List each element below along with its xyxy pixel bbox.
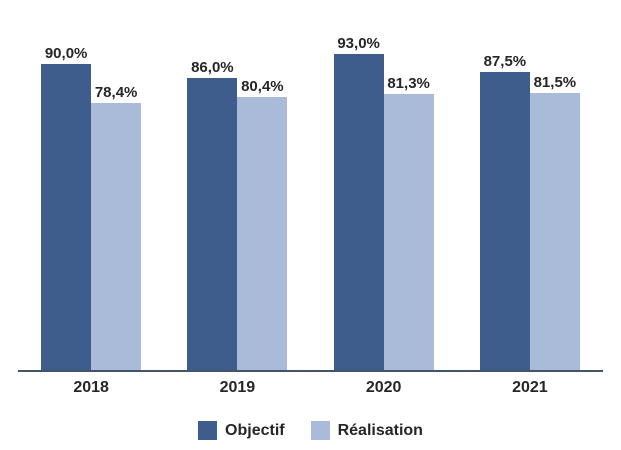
bar-column-realisation: 81,5% [529,74,580,370]
bar-group-2019: 86,0% 80,4% [164,59,310,370]
bar-column-realisation: 81,3% [383,75,434,370]
legend-swatch-objectif [198,421,218,440]
bar-realisation [529,93,580,370]
legend-swatch-realisation [310,421,330,440]
bar-group-2021: 87,5% 81,5% [457,53,603,370]
value-label-objectif: 90,0% [44,45,88,62]
bar-column-realisation: 80,4% [237,78,288,370]
value-label-realisation: 81,5% [533,74,577,91]
legend-item-realisation: Réalisation [310,421,423,440]
bar-column-objectif: 87,5% [479,53,530,370]
bar-realisation [91,103,142,370]
bar-objectif [333,54,384,370]
legend-label-realisation: Réalisation [337,421,423,439]
legend: Objectif Réalisation [18,421,603,440]
value-label-objectif: 87,5% [483,53,527,70]
x-axis-labels: 2018 2019 2020 2021 [18,372,603,407]
value-label-realisation: 80,4% [241,78,284,95]
value-label-realisation: 81,3% [387,75,430,92]
bar-column-realisation: 78,4% [91,84,142,370]
value-label-objectif: 86,0% [191,59,234,76]
value-label-realisation: 78,4% [94,84,138,101]
legend-label-objectif: Objectif [225,421,285,439]
bar-column-objectif: 86,0% [187,59,238,370]
x-axis-label-2021: 2021 [512,379,548,396]
bar-group-2018: 90,0% 78,4% [18,45,164,370]
bar-realisation [237,97,288,370]
bar-column-objectif: 90,0% [41,45,92,370]
x-axis-label-2019: 2019 [219,379,256,396]
bar-objectif [41,64,92,370]
x-axis-label-2020: 2020 [365,379,402,396]
legend-item-objectif: Objectif [198,421,285,440]
value-label-objectif: 93,0% [337,35,380,52]
bar-group-2020: 93,0% 81,3% [311,35,457,370]
x-axis-label-2018: 2018 [73,379,109,396]
bar-objectif [479,72,530,370]
plot-area: 90,0% 78,4% 86,0% 80,4% 93,0% 81,3% 87,5% 81,5% [18,10,603,372]
bar-column-objectif: 93,0% [333,35,384,370]
bar-objectif [187,78,238,370]
bar-realisation [383,94,434,370]
